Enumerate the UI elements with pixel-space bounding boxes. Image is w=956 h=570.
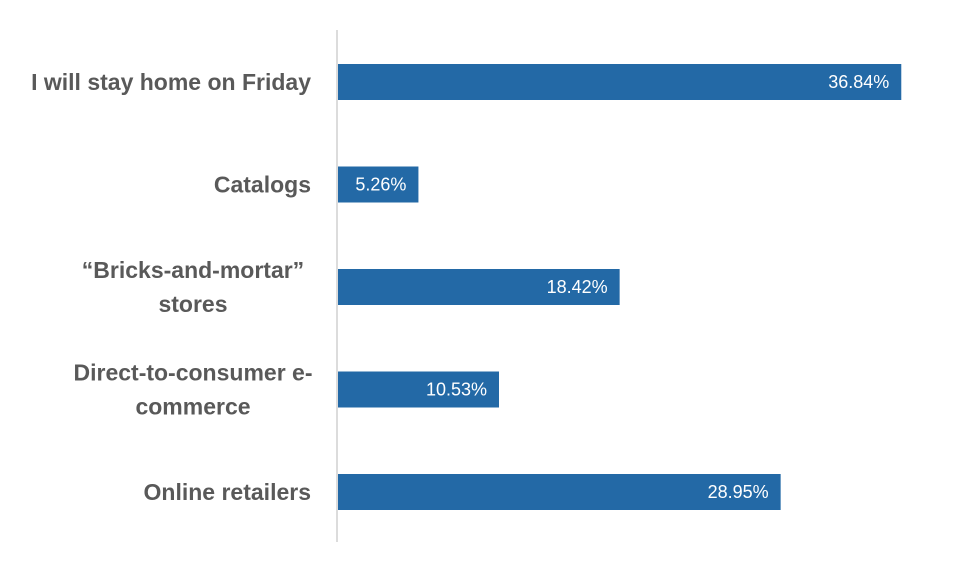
- category-label-line: stores: [158, 291, 227, 317]
- bar-2: [338, 269, 620, 305]
- data-label-1: 5.26%: [355, 175, 406, 195]
- bar-4: [338, 474, 781, 510]
- bar-3: [338, 371, 500, 408]
- category-label-line: commerce: [135, 394, 250, 420]
- data-label-0: 36.84%: [828, 72, 889, 92]
- category-label-0: I will stay home on Friday: [31, 69, 311, 95]
- bars-layer: [338, 64, 902, 510]
- bar-1: [338, 166, 419, 203]
- category-labels: I will stay home on Friday Catalogs “Brick…: [31, 69, 312, 505]
- bar-0: [338, 64, 902, 100]
- category-label-1: Catalogs: [214, 172, 311, 198]
- category-label-line: “Bricks-and-mortar”: [82, 257, 304, 283]
- category-label-line: Catalogs: [214, 172, 311, 198]
- data-labels: 36.84% 5.26% 18.42% 10.53% 28.95%: [355, 72, 889, 502]
- category-label-line: Direct-to-consumer e-: [74, 360, 313, 386]
- category-label-line: I will stay home on Friday: [31, 69, 311, 95]
- category-label-2: “Bricks-and-mortar” stores: [82, 257, 304, 317]
- category-label-4: Online retailers: [144, 479, 311, 505]
- data-label-3: 10.53%: [426, 380, 487, 400]
- data-label-2: 18.42%: [547, 277, 608, 297]
- data-label-4: 28.95%: [708, 482, 769, 502]
- category-label-line: Online retailers: [144, 479, 311, 505]
- category-label-3: Direct-to-consumer e-commerce: [74, 360, 313, 420]
